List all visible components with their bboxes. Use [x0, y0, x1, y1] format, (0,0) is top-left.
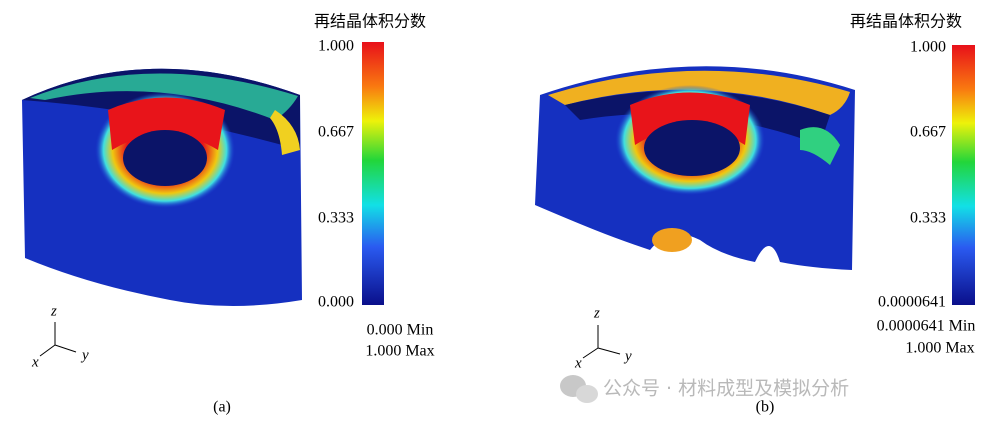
axis-label: y	[623, 348, 632, 364]
axis-triad-b	[582, 325, 621, 359]
min-label: 0.000 Min	[367, 322, 434, 339]
caption: (b)	[756, 399, 775, 416]
min-label: 0.0000641 Min	[877, 318, 976, 335]
colorbar-tick: 1.000	[318, 38, 354, 55]
axis-label: z	[593, 305, 600, 321]
colorbar-tick: 0.667	[910, 124, 946, 141]
colorbar-a: 再结晶体积分数 1.000 0.667 0.333 0.000 0.000 Mi…	[314, 12, 435, 360]
max-label: 1.000 Max	[365, 343, 434, 360]
watermark: 公众号 · 材料成型及模拟分析	[603, 378, 849, 400]
axis-label: z	[50, 303, 57, 319]
colorbar	[952, 45, 975, 305]
colorbar-tick: 0.667	[318, 124, 354, 141]
axis-label: x	[31, 354, 39, 370]
watermark-icon	[560, 375, 598, 403]
colorbar-title: 再结晶体积分数	[850, 12, 962, 31]
colorbar	[362, 42, 384, 305]
axis-label: x	[574, 355, 582, 371]
axis-triad-a	[39, 322, 77, 357]
colorbar-tick: 0.000	[318, 294, 354, 311]
colorbar-tick: 0.0000641	[878, 294, 946, 311]
colorbar-tick: 1.000	[910, 39, 946, 56]
colorbar-tick: 0.333	[910, 210, 946, 227]
max-label: 1.000 Max	[905, 340, 974, 357]
specimen-b	[535, 66, 855, 270]
colorbar-title: 再结晶体积分数	[314, 12, 426, 31]
specimen-a	[22, 68, 302, 306]
colorbar-b: 再结晶体积分数 1.000 0.667 0.333 0.0000641 0.00…	[850, 12, 975, 357]
caption: (a)	[213, 399, 231, 416]
axis-label: y	[80, 347, 89, 363]
colorbar-tick: 0.333	[318, 210, 354, 227]
